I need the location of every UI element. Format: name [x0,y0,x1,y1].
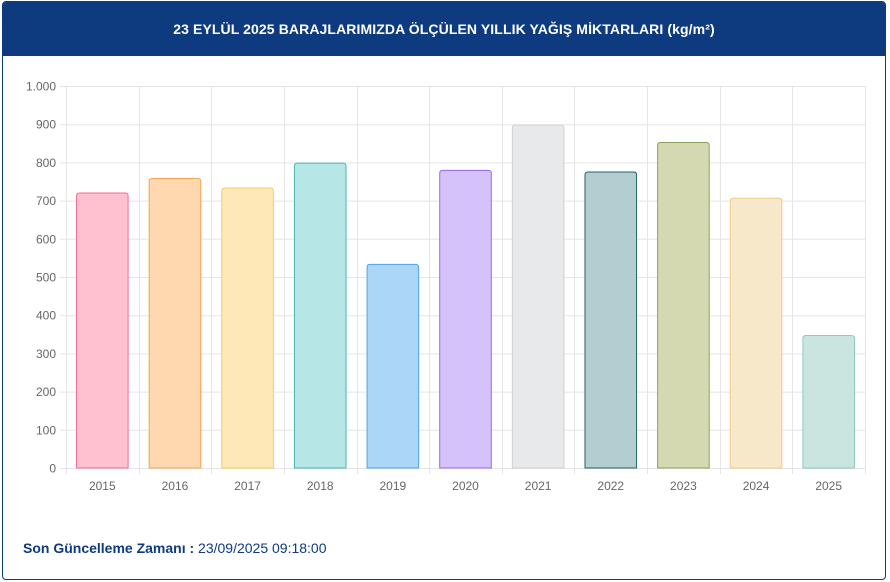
bar [221,187,274,469]
x-tick-label: 2017 [234,479,261,493]
last-updated: Son Güncelleme Zamanı : 23/09/2025 09:18… [23,540,327,556]
x-tick-label: 2022 [597,479,624,493]
bar [802,334,855,469]
bar [366,263,420,469]
y-tick-label: 400 [36,309,56,323]
bar [729,197,783,469]
x-tick-label: 2024 [743,479,770,493]
bar [148,177,202,469]
y-tick-label: 0 [49,462,56,476]
x-tick-label: 2021 [525,479,552,493]
bar [76,192,129,469]
y-tick-label: 800 [36,156,56,170]
x-tick-label: 2016 [162,479,189,493]
chart-title: 23 EYLÜL 2025 BARAJLARIMIZDA ÖLÇÜLEN YIL… [173,21,715,37]
last-updated-label: Son Güncelleme Zamanı : [23,540,195,556]
x-tick-label: 2023 [670,479,697,493]
y-tick-label: 200 [36,385,56,399]
x-tick-label: 2020 [452,479,479,493]
y-tick-label: 500 [36,271,56,285]
chart-header: 23 EYLÜL 2025 BARAJLARIMIZDA ÖLÇÜLEN YIL… [3,2,885,56]
y-tick-label: 100 [36,423,56,437]
last-updated-value: 23/09/2025 09:18:00 [198,540,327,556]
x-tick-label: 2018 [307,479,334,493]
x-tick-label: 2025 [815,479,842,493]
bar [657,142,710,469]
bar [584,171,638,469]
x-tick-label: 2015 [89,479,116,493]
x-tick-label: 2019 [380,479,407,493]
bar [293,162,347,469]
y-tick-label: 300 [36,347,56,361]
y-tick-label: 600 [36,232,56,246]
bar [511,124,565,469]
y-tick-label: 700 [36,194,56,208]
y-tick-label: 900 [36,118,56,132]
bar [439,169,492,469]
y-tick-label: 1.000 [26,80,56,94]
